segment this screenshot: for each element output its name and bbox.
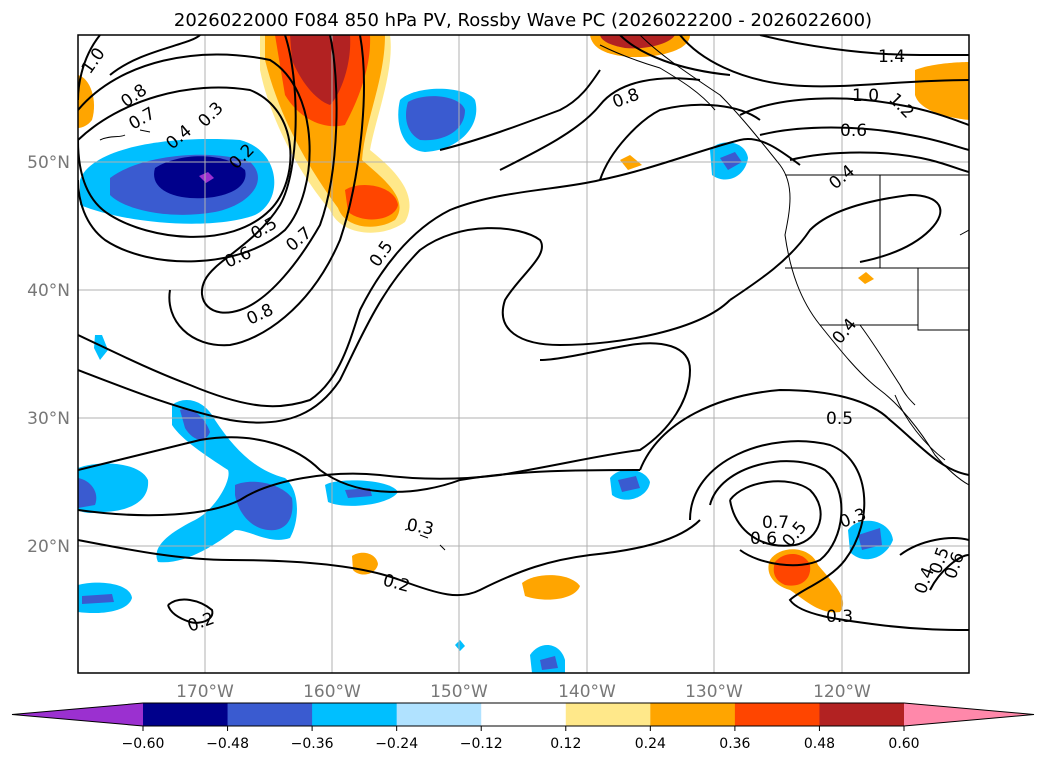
negative-anomaly (540, 656, 558, 670)
lon-label: 120°W (813, 682, 871, 702)
contour-label: 1.0 (852, 86, 879, 106)
negative-anomaly (618, 476, 640, 492)
negative-anomaly (180, 408, 210, 440)
lat-label: 40°N (27, 281, 70, 301)
graticule (78, 35, 969, 673)
colorbar-tick-label: −0.12 (460, 736, 503, 752)
colorbar-tick-label: −0.60 (122, 736, 165, 752)
negative-anomaly (78, 478, 97, 508)
lon-label: 150°W (430, 682, 488, 702)
figure-title: 2026022000 F084 850 hPa PV, Rossby Wave … (174, 10, 872, 31)
latitude-axis: 50°N 40°N 30°N 20°N (27, 153, 70, 557)
negative-anomaly (345, 488, 372, 498)
colorbar-segment (819, 703, 905, 726)
colorbar-min-extension (12, 703, 143, 726)
lon-label: 170°W (176, 682, 234, 702)
positive-anomaly (858, 272, 874, 284)
negative-anomaly (858, 528, 882, 550)
colorbar-tick-label: 0.12 (550, 736, 581, 752)
lat-label: 20°N (27, 537, 70, 557)
contour-label: 0.3 (826, 607, 853, 627)
colorbar-tick-label: −0.48 (206, 736, 249, 752)
colorbar: −0.60 −0.48 −0.36 −0.24 −0.12 0.12 0.24 0.36 0.4… (11, 702, 1035, 752)
negative-anomaly (720, 152, 742, 170)
colorbar-tick-label: 0.36 (719, 736, 750, 752)
contour-label: 0.6 (750, 529, 777, 549)
positive-anomaly (522, 575, 580, 600)
lat-label: 50°N (27, 153, 70, 173)
longitude-axis: 170°W 160°W 150°W 140°W 130°W 120°W (176, 682, 871, 702)
colorbar-tick-label: 0.48 (804, 736, 835, 752)
colorbar-tick-label: 0.60 (888, 736, 919, 752)
map-frame (77, 34, 970, 674)
colorbar-tick-label: 0.24 (635, 736, 666, 752)
negative-anomaly (154, 156, 246, 199)
pv-contours (78, 35, 969, 631)
positive-anomaly (290, 35, 351, 105)
negative-anomaly (82, 594, 114, 604)
contour-label: 0.3 (405, 515, 435, 539)
lat-label: 30°N (27, 409, 70, 429)
positive-anomaly (773, 554, 811, 586)
contour-label: 1.4 (878, 47, 905, 67)
colorbar-segment (227, 703, 313, 726)
contour-label: 0.7 (762, 513, 789, 533)
negative-anomaly (199, 172, 214, 183)
positive-anomaly (600, 35, 675, 49)
negative-anomaly (455, 640, 465, 651)
colorbar-segment (734, 703, 820, 726)
contour-label: 0.5 (826, 409, 853, 429)
lon-label: 140°W (558, 682, 616, 702)
colorbar-segment (481, 703, 567, 726)
colorbar-tick-label: −0.36 (291, 736, 334, 752)
colorbar-segment (143, 703, 229, 726)
contour-label: 0.6 (840, 121, 867, 141)
lon-label: 130°W (685, 682, 743, 702)
colorbar-tick-label: −0.24 (375, 736, 418, 752)
negative-anomaly (94, 335, 108, 360)
map-area: 1.0 0.8 0.7 0.3 0.4 0.2 0.5 0.6 0.7 0.8 … (78, 35, 969, 673)
positive-anomaly (345, 185, 398, 220)
colorbar-segment (650, 703, 736, 726)
lon-label: 160°W (303, 682, 361, 702)
negative-anomaly (405, 96, 465, 141)
colorbar-segment (396, 703, 482, 726)
coastlines (99, 35, 969, 551)
colorbar-max-extension (904, 703, 1034, 726)
colorbar-segment (312, 703, 398, 726)
positive-anomaly (915, 62, 969, 120)
colorbar-segment (565, 703, 651, 726)
